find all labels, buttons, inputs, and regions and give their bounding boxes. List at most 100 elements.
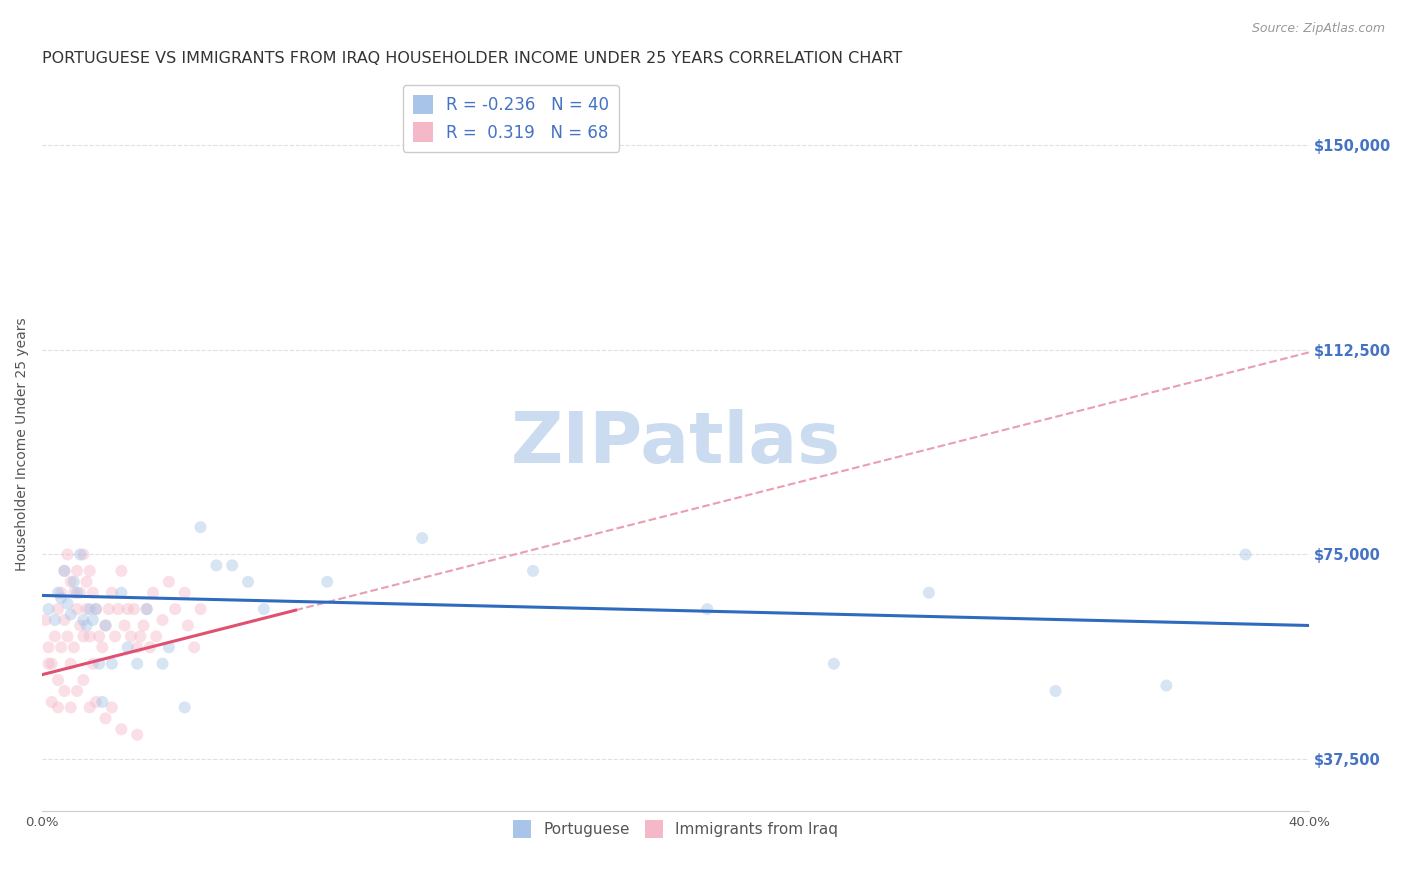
Point — [46, 585, 69, 599]
Point — [253, 602, 276, 616]
Point — [101, 700, 124, 714]
Text: PORTUGUESE VS IMMIGRANTS FROM IRAQ HOUSEHOLDER INCOME UNDER 25 YEARS CORRELATION: PORTUGUESE VS IMMIGRANTS FROM IRAQ HOUSE… — [42, 51, 903, 66]
Point — [1045, 684, 1067, 698]
Point — [53, 613, 76, 627]
Point — [94, 618, 117, 632]
Point — [236, 574, 259, 589]
Point — [173, 700, 195, 714]
Point — [79, 629, 101, 643]
Point — [97, 602, 120, 616]
Point — [696, 602, 718, 616]
Point — [79, 602, 101, 616]
Point — [44, 629, 66, 643]
Point — [59, 607, 82, 622]
Point — [157, 640, 180, 655]
Point — [72, 673, 94, 687]
Point — [46, 700, 69, 714]
Point — [82, 657, 104, 671]
Point — [127, 640, 149, 655]
Point — [110, 723, 132, 737]
Text: ZIPatlas: ZIPatlas — [510, 409, 841, 478]
Point — [59, 657, 82, 671]
Point — [101, 657, 124, 671]
Point — [110, 585, 132, 599]
Point — [139, 640, 162, 655]
Point — [152, 657, 174, 671]
Point — [46, 673, 69, 687]
Point — [145, 629, 167, 643]
Point — [152, 613, 174, 627]
Point — [177, 618, 200, 632]
Point — [122, 602, 145, 616]
Point — [69, 585, 91, 599]
Point — [66, 602, 89, 616]
Point — [127, 657, 149, 671]
Point — [56, 597, 79, 611]
Point — [38, 657, 60, 671]
Point — [522, 564, 544, 578]
Point — [66, 684, 89, 698]
Point — [34, 613, 56, 627]
Point — [190, 602, 212, 616]
Point — [91, 695, 114, 709]
Point — [79, 700, 101, 714]
Point — [142, 585, 165, 599]
Point — [41, 657, 63, 671]
Point — [107, 602, 129, 616]
Point — [89, 657, 111, 671]
Point — [51, 585, 73, 599]
Point — [72, 629, 94, 643]
Point — [59, 574, 82, 589]
Point — [72, 548, 94, 562]
Point — [190, 520, 212, 534]
Point — [72, 613, 94, 627]
Point — [129, 629, 152, 643]
Point — [94, 618, 117, 632]
Point — [1156, 679, 1178, 693]
Point — [114, 618, 136, 632]
Y-axis label: Householder Income Under 25 years: Householder Income Under 25 years — [15, 317, 30, 571]
Point — [205, 558, 228, 573]
Point — [101, 585, 124, 599]
Point — [46, 602, 69, 616]
Point — [69, 548, 91, 562]
Point — [82, 585, 104, 599]
Point — [79, 564, 101, 578]
Point — [127, 728, 149, 742]
Text: Source: ZipAtlas.com: Source: ZipAtlas.com — [1251, 22, 1385, 36]
Point — [51, 591, 73, 606]
Point — [38, 602, 60, 616]
Point — [84, 695, 107, 709]
Point — [66, 585, 89, 599]
Point — [76, 602, 98, 616]
Point — [38, 640, 60, 655]
Point — [221, 558, 243, 573]
Point — [53, 564, 76, 578]
Point — [823, 657, 845, 671]
Point — [1234, 548, 1257, 562]
Point — [89, 629, 111, 643]
Point — [59, 700, 82, 714]
Point — [69, 618, 91, 632]
Point — [157, 574, 180, 589]
Point — [120, 629, 142, 643]
Point — [132, 618, 155, 632]
Point — [117, 640, 139, 655]
Point — [51, 640, 73, 655]
Point — [135, 602, 157, 616]
Point — [53, 564, 76, 578]
Point — [41, 695, 63, 709]
Point — [76, 618, 98, 632]
Point — [411, 531, 433, 545]
Point — [63, 585, 86, 599]
Point — [44, 613, 66, 627]
Point — [91, 640, 114, 655]
Point — [117, 602, 139, 616]
Point — [104, 629, 127, 643]
Point — [183, 640, 205, 655]
Point — [84, 602, 107, 616]
Point — [82, 613, 104, 627]
Point — [66, 564, 89, 578]
Point — [63, 574, 86, 589]
Point — [110, 564, 132, 578]
